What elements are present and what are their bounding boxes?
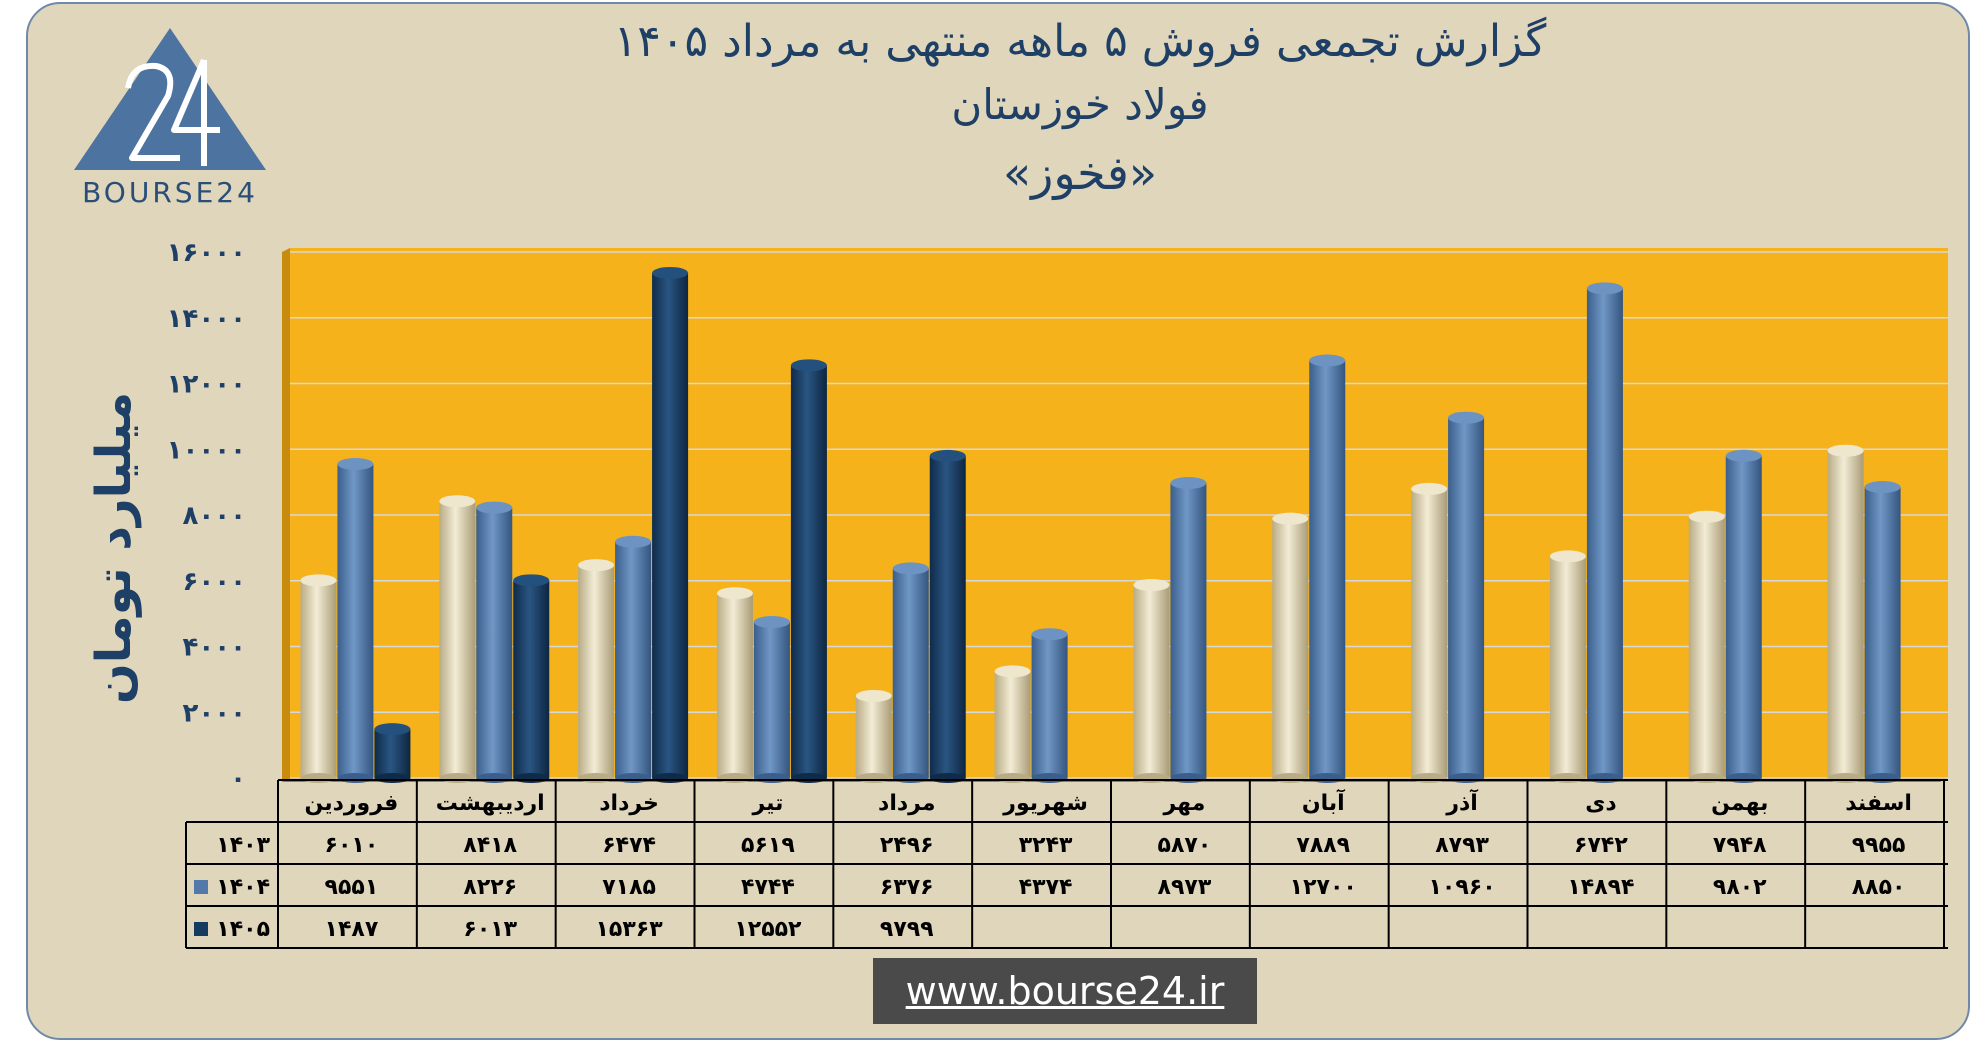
- category-label: اردیبهشت: [436, 791, 545, 816]
- bar-2: [652, 266, 689, 783]
- bar-1: [337, 458, 374, 783]
- data-table: فروردین اردیبهشت خرداد تیر مرداد شهریور مهر آبا…: [185, 779, 1948, 949]
- y-tick-label: ۰: [230, 764, 246, 794]
- plot-area: ۰ ۲۰۰۰ ۴۰۰۰ ۶۰۰۰ ۸۰۰۰ ۱۰۰۰۰ ۱۲۰۰۰ ۱۴۰۰۰ ۱۶۰۰۰: [167, 238, 1948, 794]
- category-label: اسفند: [1845, 791, 1912, 816]
- logo-text: BOURSE24: [82, 176, 258, 209]
- bar-0: [716, 587, 753, 783]
- table-cell-value: ۸۲۲۶: [463, 875, 517, 900]
- table-cell-value: ۱۵۳۶۳: [596, 917, 664, 942]
- website-link[interactable]: www.bourse24.ir: [905, 969, 1225, 1013]
- bar-2: [513, 574, 550, 783]
- category-label: خرداد: [599, 791, 659, 816]
- bar-1: [615, 535, 652, 783]
- table-cell-value: ۵۸۷۰: [1158, 833, 1212, 858]
- bar-0: [1827, 444, 1864, 783]
- table-cell-value: ۲۴۹۶: [880, 833, 934, 858]
- table-cell-value: ۶۴۷۴: [602, 833, 656, 858]
- category-label: مهر: [1162, 791, 1205, 816]
- table-cell-value: ۷۸۸۹: [1296, 833, 1350, 858]
- table-cell-value: ۶۳۷۶: [880, 875, 934, 900]
- series-name: ۱۴۰۳: [216, 833, 270, 858]
- bar-2: [790, 359, 827, 783]
- bar-1: [1864, 481, 1901, 783]
- table-cell-value: ۷۱۸۵: [602, 875, 656, 900]
- table-cell-value: ۵۶۱۹: [741, 833, 795, 858]
- table-cell-value: ۶۷۴۲: [1574, 833, 1628, 858]
- legend-key-۱۴۰۴: [194, 880, 208, 894]
- bar-1: [476, 501, 513, 783]
- y-tick-label: ۱۶۰۰۰: [167, 238, 246, 268]
- y-tick-label: ۱۰۰۰۰: [167, 435, 246, 465]
- y-tick-label: ۱۲۰۰۰: [167, 370, 246, 400]
- table-cell-value: ۱۰۹۶۰: [1429, 875, 1496, 900]
- y-tick-label: ۲۰۰۰: [183, 698, 246, 728]
- table-cell-value: ۹۸۰۲: [1713, 875, 1767, 900]
- bar-0: [1133, 579, 1170, 783]
- bar-1: [1448, 411, 1485, 783]
- table-cell-value: ۳۲۴۳: [1019, 833, 1073, 858]
- table-cell-value: ۷۹۴۸: [1713, 833, 1767, 858]
- company-name: فولاد خوزستان: [951, 80, 1209, 129]
- table-cell-value: ۸۹۷۳: [1158, 875, 1212, 900]
- bar-0: [578, 559, 615, 783]
- table-cell-value: ۴۷۴۴: [741, 875, 795, 900]
- category-label: فروردین: [305, 791, 399, 816]
- plot-background: [290, 248, 1948, 778]
- category-label: آبان: [1302, 788, 1345, 816]
- table-cell-value: ۹۷۹۹: [880, 917, 934, 942]
- bar-0: [855, 689, 892, 783]
- y-tick-label: ۴۰۰۰: [183, 633, 246, 663]
- y-tick-label: ۶۰۰۰: [183, 567, 246, 597]
- category-label: تیر: [751, 791, 783, 816]
- bar-1: [1031, 628, 1068, 783]
- table-cell-value: ۹۹۵۵: [1852, 833, 1906, 858]
- bar-1: [1725, 449, 1762, 783]
- bar-1: [753, 616, 790, 783]
- bar-0: [300, 574, 337, 783]
- bourse24-logo-icon: [74, 28, 266, 170]
- table-cell-value: ۴۳۷۴: [1019, 875, 1073, 900]
- table-cell-value: ۱۲۷۰۰: [1290, 875, 1357, 900]
- ticker-symbol: «فخوز»: [1003, 146, 1157, 200]
- chart-title: گزارش تجمعی فروش ۵ ماهه منتهی به مرداد ۱…: [613, 16, 1547, 67]
- series-name: ۱۴۰۵: [216, 917, 270, 942]
- table-cell-value: ۸۷۹۳: [1435, 833, 1489, 858]
- bar-0: [1272, 512, 1309, 783]
- table-cell-value: ۶۰۱۰: [325, 833, 379, 858]
- y-tick-label: ۸۰۰۰: [183, 501, 246, 531]
- table-cell-value: ۹۵۵۱: [325, 875, 379, 900]
- bar-1: [1170, 477, 1207, 783]
- table-cell-value: ۸۸۵۰: [1852, 875, 1906, 900]
- bar-1: [892, 562, 929, 783]
- bar-2: [929, 449, 966, 783]
- bar-1: [1309, 354, 1346, 783]
- table-cell-value: ۶۰۱۳: [463, 917, 517, 942]
- table-cell-value: ۱۴۸۹۴: [1567, 875, 1634, 900]
- bar-0: [1411, 482, 1448, 783]
- bar-1: [1586, 282, 1623, 783]
- table-cell-value: ۱۴۸۷: [325, 917, 379, 942]
- category-label: شهریور: [1002, 791, 1088, 816]
- bar-0: [1549, 550, 1586, 783]
- table-cell-value: ۱۲۵۵۲: [734, 917, 802, 942]
- bar-0: [439, 495, 476, 783]
- category-label: آذر: [1445, 788, 1478, 816]
- website-banner: www.bourse24.ir: [873, 958, 1257, 1024]
- plot-side-wall: [282, 248, 290, 782]
- series-name: ۱۴۰۴: [216, 875, 270, 900]
- bar-2: [374, 723, 411, 783]
- bar-0: [994, 665, 1031, 783]
- bar-0: [1688, 510, 1725, 783]
- y-tick-label: ۱۴۰۰۰: [167, 304, 246, 334]
- category-label: بهمن: [1711, 791, 1768, 816]
- category-label: مرداد: [878, 791, 935, 816]
- category-label: دی: [1585, 791, 1616, 816]
- table-cell-value: ۸۴۱۸: [463, 833, 517, 858]
- y-axis-label: میلیارد تومان: [86, 391, 142, 705]
- legend-key-۱۴۰۵: [194, 922, 208, 936]
